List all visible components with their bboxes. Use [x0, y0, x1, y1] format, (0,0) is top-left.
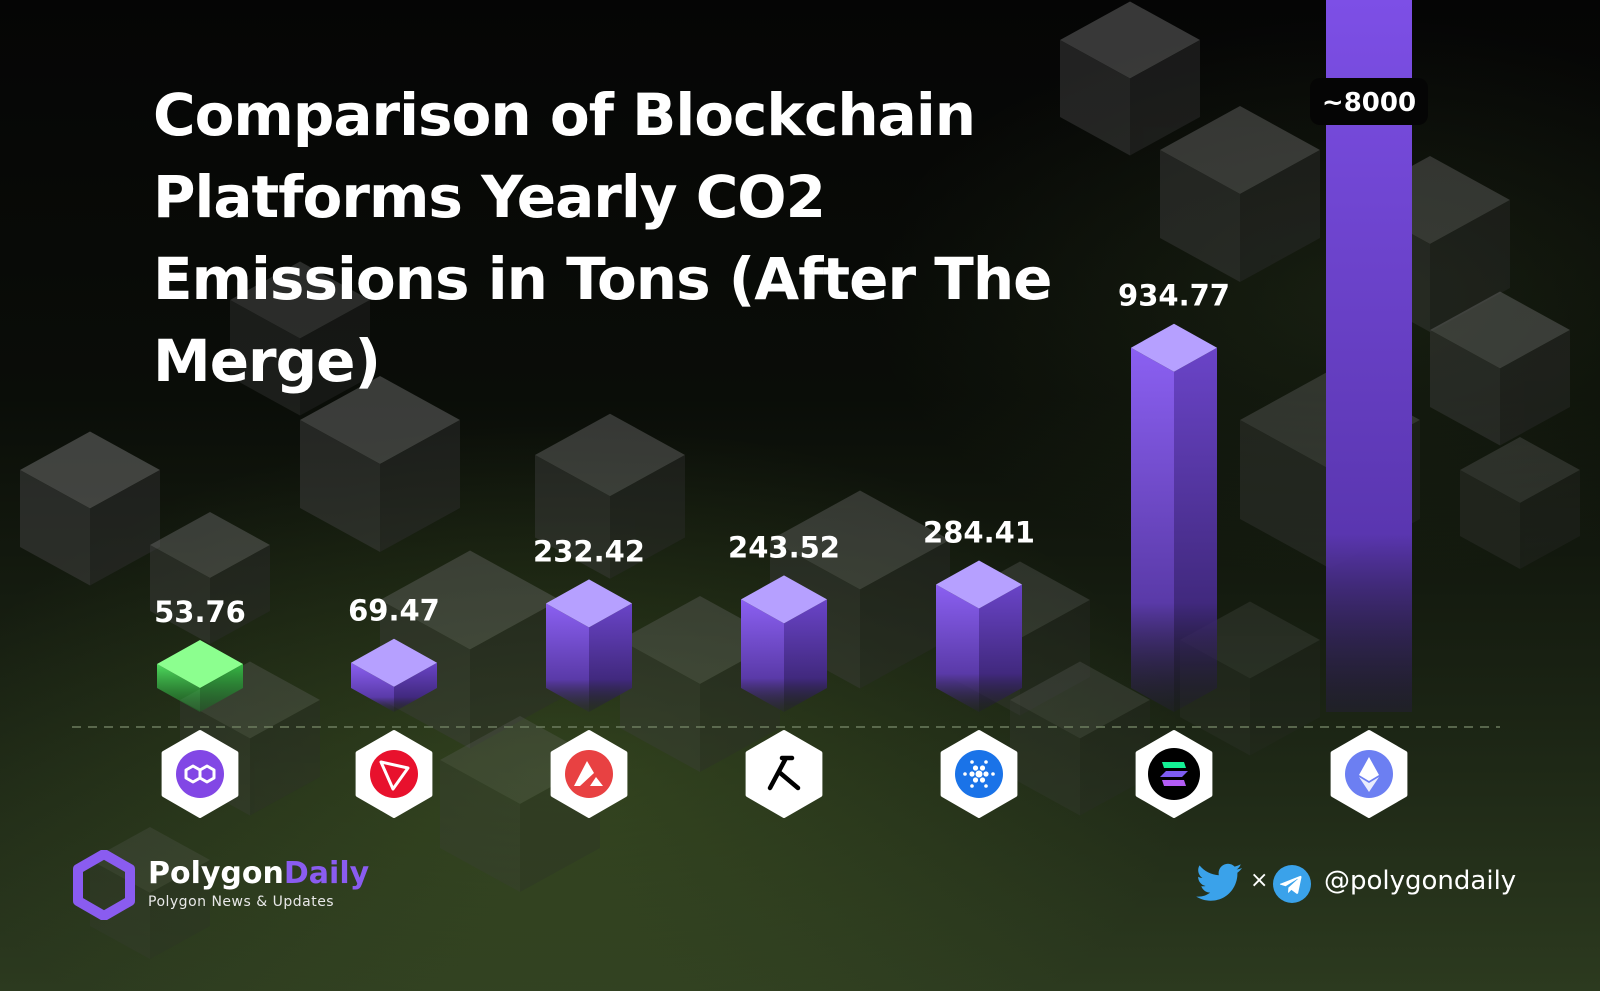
background-cube [300, 376, 460, 552]
polygon-hexagon-logo-icon [73, 850, 135, 920]
chart-title: Comparison of Blockchain Platforms Yearl… [153, 81, 1052, 395]
brand-tagline: Polygon News & Updates [148, 894, 335, 910]
background-cube [1460, 437, 1580, 569]
avalanche-icon [550, 730, 628, 818]
value-badge: ~8000 [1310, 78, 1428, 125]
background-cube [535, 413, 685, 579]
bar [936, 560, 1022, 712]
social-block: × @polygondaily [1196, 860, 1526, 908]
bar [546, 579, 632, 712]
bar-top [741, 575, 827, 624]
background-cube [1010, 661, 1150, 816]
social-handle[interactable]: @polygondaily [1324, 866, 1517, 896]
bar-face-left [1131, 347, 1174, 712]
bar [1131, 323, 1217, 712]
bar-face-right [979, 584, 1022, 712]
value-label: 284.41 [923, 515, 1035, 549]
bar-face-left [741, 599, 784, 712]
background-cube [230, 261, 370, 416]
value-label: 69.47 [348, 594, 440, 628]
bar [351, 638, 437, 712]
bar-face-left [546, 603, 589, 712]
value-label: ~8000 [1322, 88, 1416, 118]
value-label: 53.76 [154, 595, 246, 629]
polygon-icon [161, 730, 239, 818]
bar-top [1131, 323, 1217, 372]
brand-name: PolygonDaily [148, 856, 369, 891]
bar-face-right [784, 599, 827, 712]
telegram-icon[interactable] [1272, 864, 1312, 904]
background-cube [620, 596, 780, 772]
bar-face-left [936, 584, 979, 712]
bar-face-left [351, 662, 394, 712]
brand-name-secondary: Daily [283, 856, 370, 891]
background-cube [1060, 1, 1200, 156]
bar-top [157, 640, 243, 688]
bar [741, 575, 827, 712]
bar-top [936, 560, 1022, 609]
bar-face-left [157, 664, 200, 712]
value-badge-bg [1310, 78, 1428, 125]
cardano-icon [940, 730, 1018, 818]
background-cube [1160, 106, 1320, 282]
ethereum-icon [1330, 730, 1408, 818]
background-cube [20, 431, 160, 586]
brand-name-primary: Polygon [148, 856, 284, 891]
value-label: 243.52 [728, 530, 840, 564]
tron-icon [355, 730, 433, 818]
social-separator: × [1250, 868, 1269, 893]
bar-face-right [394, 662, 437, 712]
bar-face-right [589, 603, 632, 712]
bar [157, 640, 243, 712]
brand-block: PolygonDaily Polygon News & Updates [72, 850, 412, 920]
bar-top [546, 579, 632, 628]
value-label: 232.42 [533, 534, 645, 568]
background-cube [150, 512, 270, 644]
bar-top [351, 638, 437, 687]
algorand-icon [745, 730, 823, 818]
solana-icon [1135, 730, 1213, 818]
twitter-icon[interactable] [1196, 862, 1244, 906]
bar-face-right [200, 664, 243, 712]
value-label: 934.77 [1118, 279, 1230, 313]
background-cube [1430, 291, 1570, 446]
bar-face-right [1174, 347, 1217, 712]
